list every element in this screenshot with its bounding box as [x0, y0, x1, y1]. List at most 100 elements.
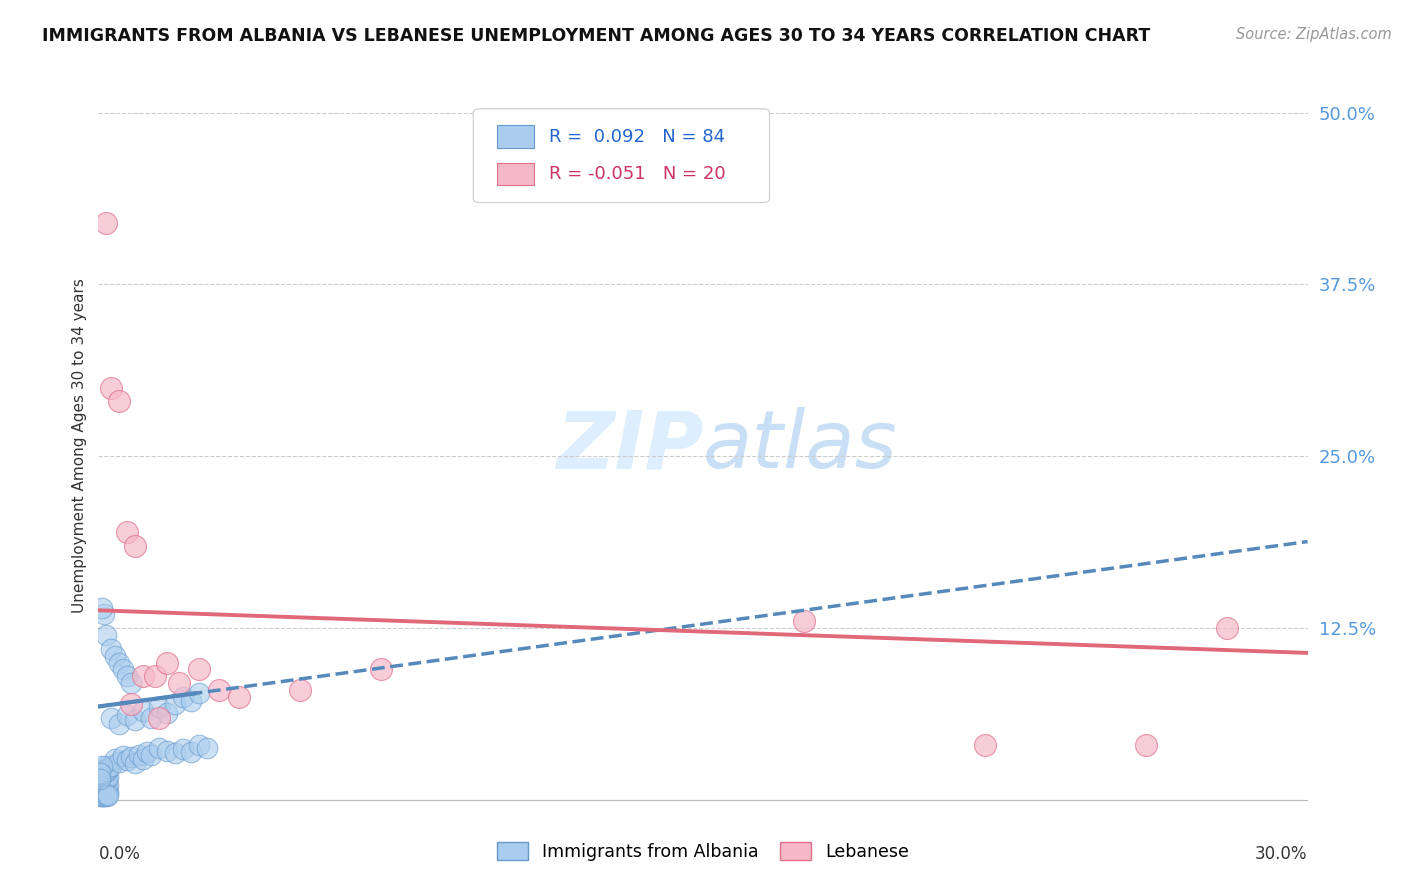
- Point: [120, 750, 142, 764]
- Point: [135, 745, 157, 759]
- Point: [89, 765, 111, 780]
- Text: 30.0%: 30.0%: [1256, 846, 1308, 863]
- Point: [115, 669, 138, 683]
- Point: [91, 785, 114, 799]
- Point: [370, 662, 392, 676]
- Point: [288, 683, 311, 698]
- Point: [115, 753, 138, 767]
- Point: [100, 380, 122, 394]
- Point: [96, 789, 118, 803]
- Point: [96, 783, 118, 797]
- Point: [97, 788, 120, 802]
- Point: [208, 683, 231, 698]
- Point: [91, 773, 114, 788]
- Point: [96, 771, 118, 785]
- Point: [91, 779, 114, 793]
- Text: ZIP: ZIP: [555, 407, 703, 485]
- Point: [91, 782, 114, 797]
- Point: [107, 717, 129, 731]
- Point: [94, 778, 117, 792]
- Point: [115, 524, 138, 539]
- Point: [93, 780, 115, 795]
- Point: [91, 767, 114, 781]
- Point: [96, 216, 118, 230]
- Point: [107, 394, 129, 409]
- Point: [156, 706, 179, 721]
- FancyBboxPatch shape: [474, 109, 769, 202]
- Point: [188, 738, 211, 752]
- Point: [180, 745, 202, 759]
- Point: [128, 747, 150, 762]
- Point: [90, 782, 112, 797]
- Point: [91, 789, 114, 803]
- Text: R = -0.051   N = 20: R = -0.051 N = 20: [550, 165, 725, 183]
- Point: [90, 763, 112, 777]
- Point: [96, 758, 118, 772]
- Y-axis label: Unemployment Among Ages 30 to 34 years: Unemployment Among Ages 30 to 34 years: [72, 278, 87, 614]
- Point: [124, 539, 146, 553]
- Point: [91, 771, 114, 785]
- Point: [1135, 738, 1157, 752]
- Point: [139, 710, 162, 724]
- Text: R =  0.092   N = 84: R = 0.092 N = 84: [550, 128, 725, 145]
- Point: [94, 788, 117, 802]
- Text: 0.0%: 0.0%: [98, 846, 141, 863]
- FancyBboxPatch shape: [498, 162, 534, 186]
- Point: [96, 628, 118, 642]
- Point: [188, 662, 211, 676]
- Point: [96, 776, 118, 790]
- Point: [94, 785, 117, 799]
- Point: [93, 788, 115, 802]
- Point: [107, 656, 129, 670]
- Point: [96, 764, 118, 779]
- Point: [132, 752, 155, 766]
- Point: [89, 765, 111, 780]
- Point: [793, 615, 815, 629]
- Point: [96, 768, 118, 782]
- Point: [97, 770, 120, 784]
- Point: [90, 758, 112, 772]
- Point: [148, 740, 170, 755]
- Point: [156, 656, 179, 670]
- Point: [143, 669, 166, 683]
- Point: [120, 697, 142, 711]
- Point: [139, 747, 162, 762]
- Point: [97, 761, 120, 775]
- Point: [1216, 621, 1239, 635]
- Point: [107, 755, 129, 769]
- Point: [96, 788, 118, 802]
- Point: [188, 686, 211, 700]
- Point: [163, 697, 186, 711]
- Point: [90, 768, 112, 782]
- Point: [90, 776, 112, 790]
- Legend: Immigrants from Albania, Lebanese: Immigrants from Albania, Lebanese: [491, 836, 915, 868]
- Point: [167, 676, 190, 690]
- Point: [100, 710, 122, 724]
- Point: [156, 743, 179, 757]
- Point: [89, 786, 111, 800]
- Point: [103, 752, 125, 766]
- Point: [103, 648, 125, 663]
- Point: [89, 789, 111, 803]
- Point: [91, 786, 114, 800]
- Point: [163, 746, 186, 760]
- Point: [124, 713, 146, 727]
- Point: [132, 669, 155, 683]
- FancyBboxPatch shape: [498, 125, 534, 148]
- Point: [195, 740, 218, 755]
- Point: [180, 694, 202, 708]
- Point: [172, 690, 194, 704]
- Point: [91, 764, 114, 779]
- Point: [228, 690, 250, 704]
- Point: [89, 779, 111, 793]
- Point: [148, 699, 170, 714]
- Point: [148, 710, 170, 724]
- Point: [111, 749, 134, 764]
- Point: [91, 789, 114, 803]
- Point: [96, 786, 118, 800]
- Point: [89, 772, 111, 787]
- Point: [115, 707, 138, 722]
- Point: [111, 662, 134, 676]
- Text: Source: ZipAtlas.com: Source: ZipAtlas.com: [1236, 27, 1392, 42]
- Point: [93, 765, 115, 780]
